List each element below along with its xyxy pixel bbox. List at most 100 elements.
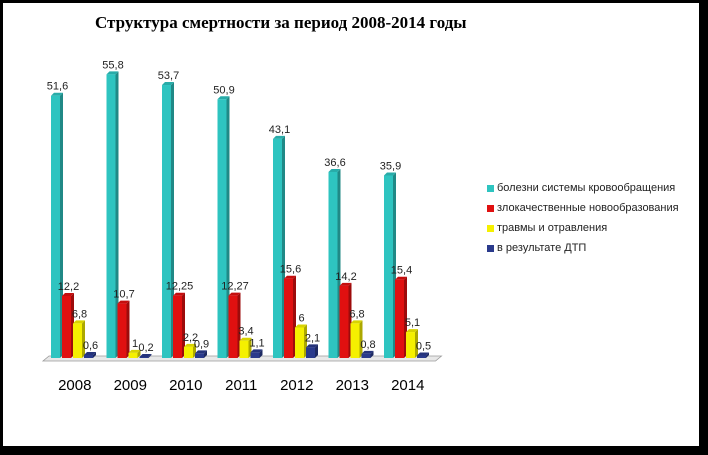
bar-top	[350, 320, 363, 324]
bar-side	[137, 349, 141, 358]
bar-side	[426, 352, 429, 358]
chart-legend: болезни системы кровообращения злокачеств…	[487, 178, 679, 258]
data-label: 15,4	[391, 265, 412, 277]
data-label: 2,1	[305, 332, 320, 344]
bar	[295, 327, 304, 358]
bar-top	[51, 92, 63, 96]
bar-top	[306, 344, 318, 348]
bar-top	[195, 350, 207, 354]
data-label: 12,2	[58, 281, 79, 293]
x-tick-label: 2014	[391, 377, 424, 394]
bar	[173, 295, 182, 358]
bar-side	[126, 300, 130, 358]
data-label: 1,1	[249, 337, 264, 349]
bar-top	[228, 292, 241, 296]
legend-item: травмы и отравления	[487, 218, 679, 238]
bar	[395, 279, 404, 358]
bar-top	[384, 172, 396, 176]
legend-label: болезни системы кровообращения	[497, 182, 676, 194]
bar-top	[395, 276, 407, 280]
legend-label: злокачественные новообразования	[497, 202, 679, 214]
data-label: 6	[298, 313, 304, 325]
data-label: 0,8	[360, 339, 375, 351]
bar	[228, 295, 238, 358]
bar-side	[148, 353, 152, 358]
bar-top	[217, 96, 230, 100]
legend-item: болезни системы кровообращения	[487, 178, 679, 198]
bar	[339, 285, 349, 358]
bar	[73, 323, 82, 358]
bar-side	[82, 320, 85, 358]
bar-top	[273, 135, 285, 139]
bar-top	[339, 282, 352, 286]
data-label: 1	[132, 338, 138, 350]
bar	[51, 95, 60, 358]
bar	[217, 99, 227, 358]
bar-side	[415, 329, 418, 358]
bar	[328, 171, 338, 358]
bar-top	[328, 168, 341, 172]
data-label: 0,5	[416, 340, 431, 352]
data-label: 3,4	[238, 326, 253, 338]
data-label: 5,1	[405, 317, 420, 329]
bar-top	[73, 320, 85, 324]
data-label: 0,2	[138, 342, 153, 354]
bar	[239, 340, 249, 358]
bar-top	[139, 353, 152, 357]
x-tick-label: 2013	[336, 377, 369, 394]
bar-side	[370, 350, 374, 358]
bar-top	[128, 349, 141, 353]
data-label: 50,9	[213, 84, 234, 96]
legend-swatch	[487, 224, 494, 232]
bar-top	[406, 329, 418, 333]
chart-title: Структура смертности за период 2008-2014…	[95, 13, 467, 32]
bar-top	[117, 300, 130, 304]
data-label: 10,7	[113, 289, 134, 301]
data-label: 43,1	[269, 124, 290, 136]
x-tick-label: 2008	[58, 377, 91, 394]
legend-swatch	[487, 184, 494, 192]
legend-swatch	[487, 244, 494, 252]
bar	[350, 323, 360, 358]
bar-side	[204, 350, 207, 358]
legend-label: в результате ДТП	[497, 242, 587, 254]
bar-top	[284, 275, 296, 279]
x-tick-label: 2012	[280, 377, 313, 394]
data-label: 0,6	[83, 340, 98, 352]
bar	[195, 353, 204, 358]
data-label: 55,8	[102, 59, 123, 71]
bar	[162, 85, 171, 359]
bar	[284, 278, 293, 358]
bar	[250, 352, 260, 358]
bar-top	[106, 71, 119, 75]
bar-top	[250, 349, 263, 353]
legend-swatch	[487, 204, 494, 212]
bar	[84, 354, 93, 358]
bar	[184, 346, 193, 358]
bar-top	[84, 351, 96, 355]
data-label: 2,2	[183, 332, 198, 344]
bar	[306, 347, 315, 358]
bar-top	[62, 292, 74, 296]
data-label: 51,6	[47, 81, 68, 93]
bar-side	[359, 320, 363, 358]
bar-top	[295, 324, 307, 328]
bar	[417, 355, 426, 358]
data-label: 12,27	[221, 281, 249, 293]
x-tick-label: 2009	[114, 377, 147, 394]
bar-side	[171, 82, 174, 359]
bar-top	[162, 82, 174, 86]
bar	[62, 295, 71, 358]
bar	[361, 353, 371, 358]
data-label: 15,6	[280, 264, 301, 276]
bar	[106, 74, 116, 358]
data-label: 53,7	[158, 70, 179, 82]
bar-side	[259, 349, 263, 358]
legend-label: травмы и отравления	[497, 222, 608, 234]
data-label: 0,9	[194, 338, 209, 350]
data-label: 6,8	[349, 308, 364, 320]
bar-side	[226, 96, 230, 358]
data-label: 14,2	[335, 271, 356, 283]
bar-side	[93, 351, 96, 358]
